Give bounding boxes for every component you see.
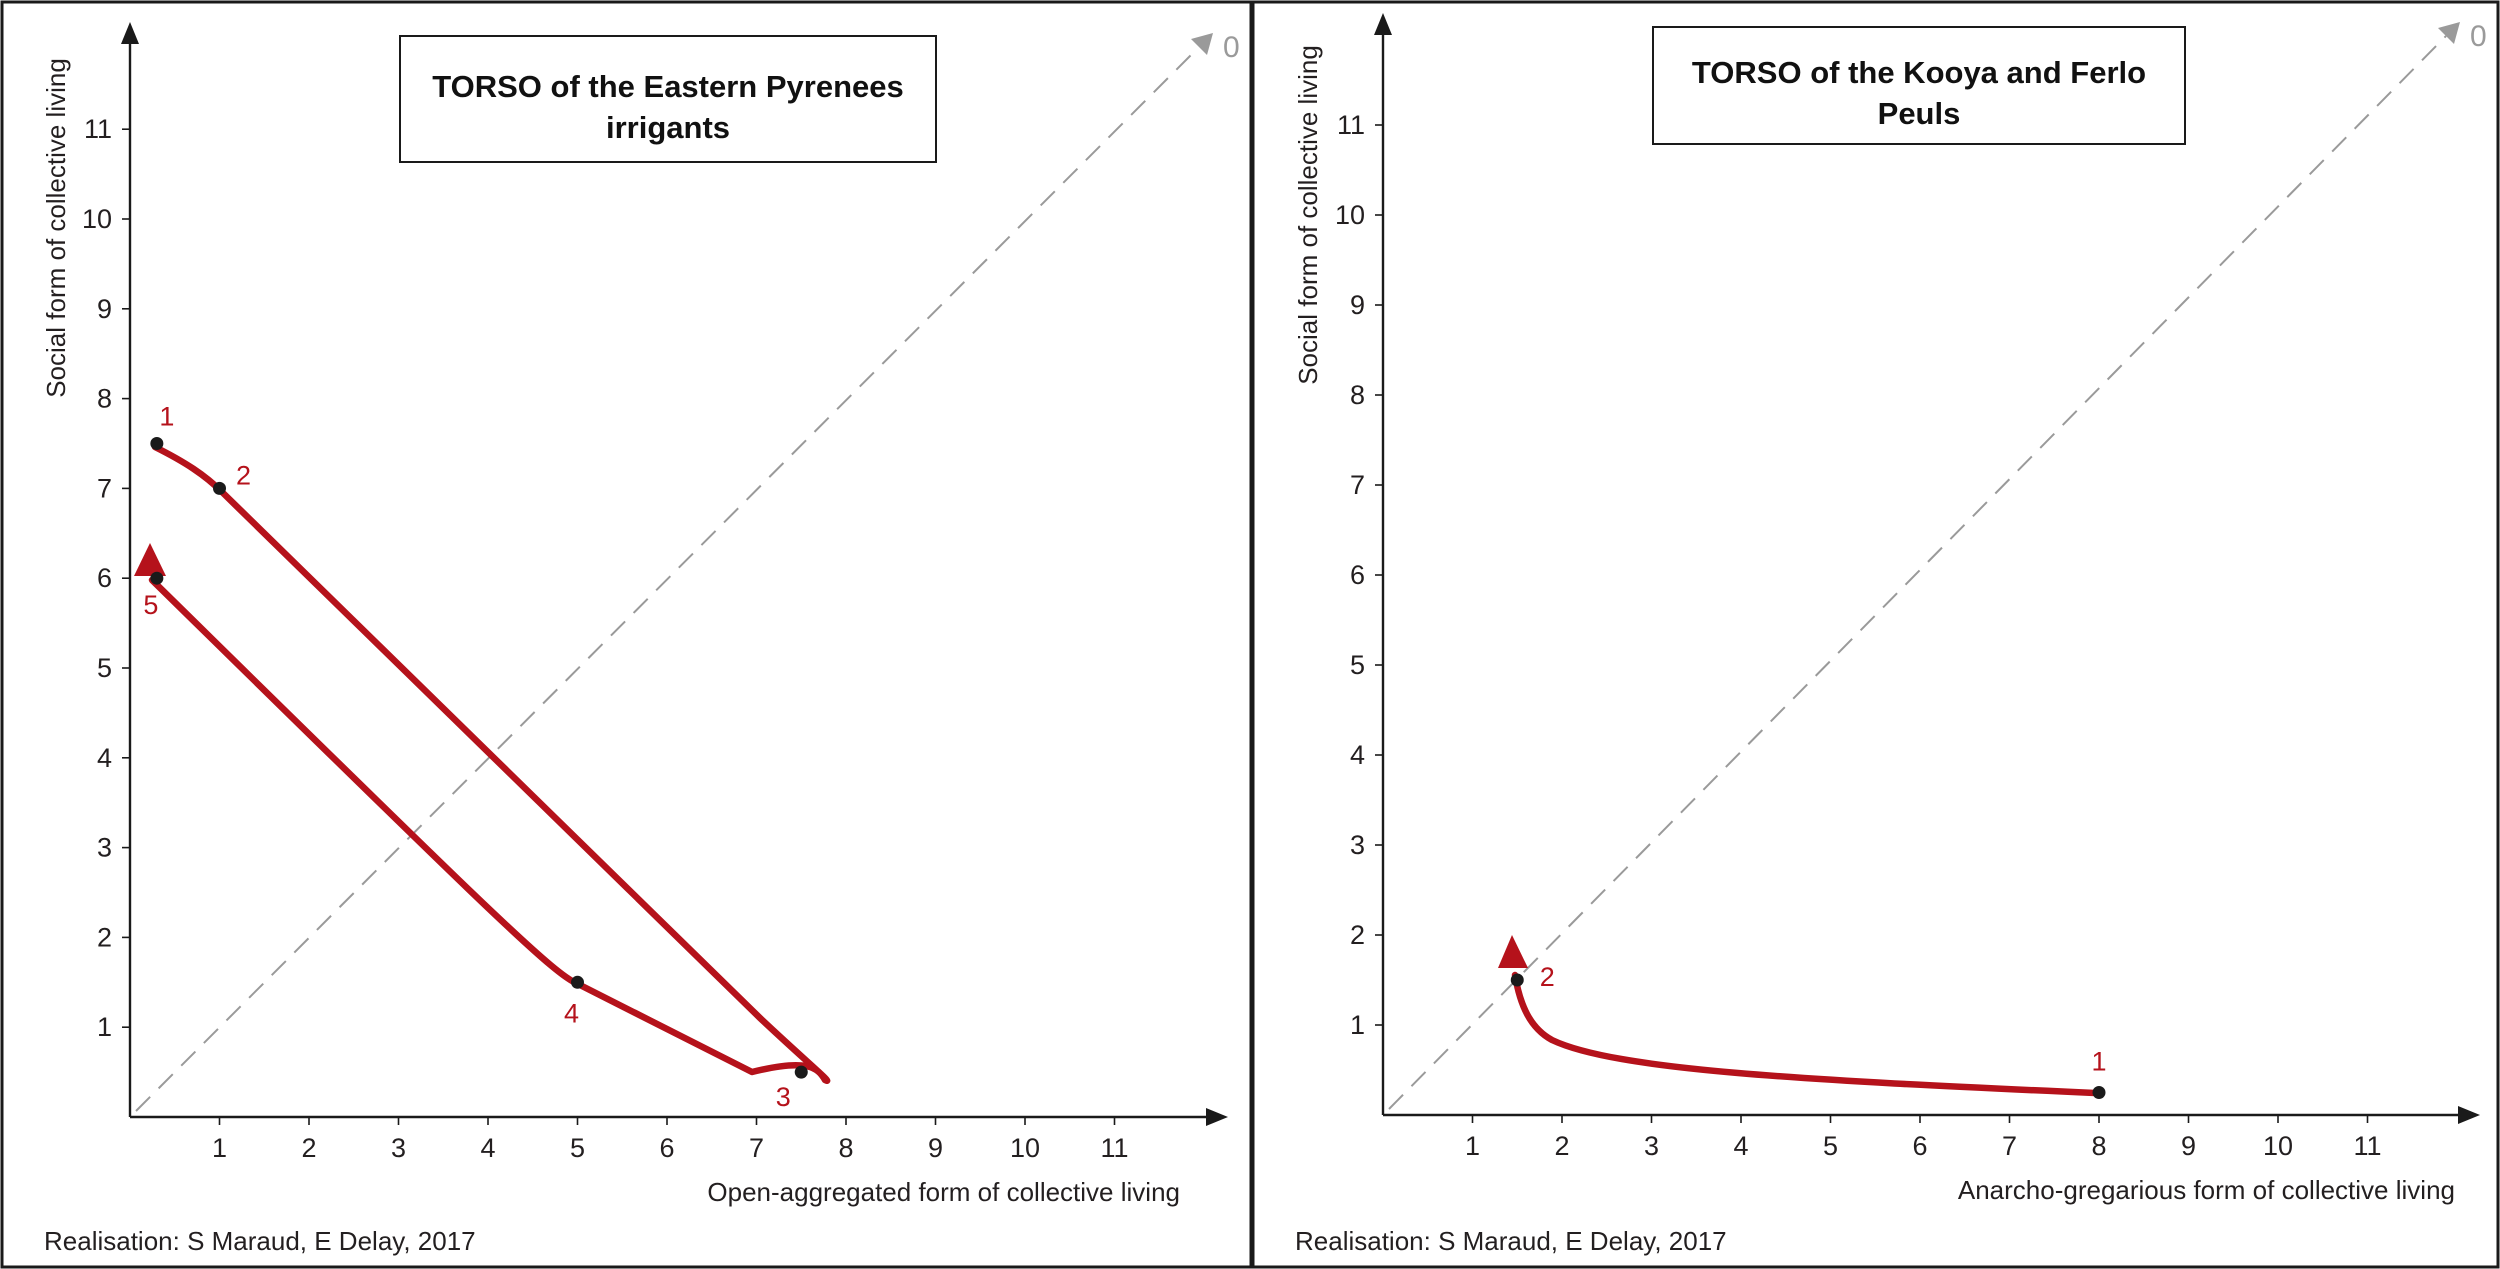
credit-text: Realisation: S Maraud, E Delay, 2017 (1295, 1226, 1727, 1256)
y-tick-label: 5 (97, 653, 112, 683)
y-tick-label: 7 (97, 473, 112, 503)
chart-title-box (1652, 26, 2186, 145)
y-axis-arrowhead (121, 22, 139, 44)
point-label-4: 4 (564, 998, 579, 1028)
point-label-1: 1 (2091, 1047, 2106, 1077)
x-tick-label: 8 (838, 1133, 853, 1163)
y-tick-label: 7 (1350, 470, 1365, 500)
point-label-1: 1 (159, 402, 174, 432)
diagonal-reference: 0 (1388, 20, 2487, 1110)
x-tick-label: 7 (749, 1133, 764, 1163)
point-label-2: 2 (1540, 962, 1555, 992)
y-axis-title: Social form of collective living (1293, 45, 1323, 385)
y-tick-label: 8 (97, 384, 112, 414)
panel-frame (0, 0, 1253, 1269)
x-tick-label: 11 (2353, 1131, 2381, 1161)
x-tick-label: 4 (1733, 1131, 1748, 1161)
x-tick-label: 6 (1912, 1131, 1927, 1161)
point-marker-3 (794, 1065, 808, 1079)
trajectory-points: 12 (1510, 962, 2107, 1099)
chart-title-line-1: TORSO of the Kooya and Ferlo (1692, 55, 2146, 90)
chart-title-line-1: TORSO of the Eastern Pyrenees (432, 69, 903, 104)
y-tick-label: 1 (1350, 1010, 1365, 1040)
point-label-5: 5 (143, 590, 158, 620)
x-tick-label: 1 (1465, 1131, 1480, 1161)
y-tick-label: 9 (1350, 290, 1365, 320)
point-marker-2 (213, 481, 226, 495)
diagonal-label: 0 (1223, 31, 1240, 64)
y-tick-label: 8 (1350, 380, 1365, 410)
y-tick-label: 2 (1350, 920, 1365, 950)
x-tick-label: 4 (480, 1133, 495, 1163)
y-tick-label: 11 (1337, 110, 1365, 140)
y-tick-label: 10 (1335, 200, 1365, 230)
chart-title-box (399, 35, 937, 163)
y-tick-label: 10 (82, 204, 112, 234)
y-tick-label: 1 (97, 1012, 112, 1042)
x-tick-label: 10 (1010, 1133, 1040, 1163)
diagonal-arrowhead (2438, 22, 2460, 44)
point-marker-5 (150, 571, 164, 585)
diagonal-line (1388, 35, 2447, 1110)
y-tick-label: 6 (1350, 560, 1365, 590)
point-marker-1 (2092, 1086, 2106, 1099)
x-tick-label: 6 (659, 1133, 674, 1163)
x-axis-title: Open-aggregated form of collective livin… (707, 1177, 1180, 1207)
y-axis-arrowhead (1374, 13, 1392, 35)
y-tick-label: 5 (1350, 650, 1365, 680)
chart-title-line-2: irrigants (606, 110, 730, 145)
chart-title-line-2: Peuls (1878, 96, 1961, 131)
x-tick-label: 2 (301, 1133, 316, 1163)
diagonal-line (135, 46, 1200, 1112)
trajectory-arrowhead (134, 543, 166, 576)
y-tick-label: 11 (84, 114, 112, 144)
trajectory-arrowhead (1498, 935, 1528, 968)
x-tick-label: 7 (2002, 1131, 2017, 1161)
x-tick-label: 3 (391, 1133, 406, 1163)
y-tick-label: 3 (1350, 830, 1365, 860)
point-marker-1 (150, 437, 164, 450)
y-tick-label: 3 (97, 833, 112, 863)
x-tick-label: 5 (1823, 1131, 1838, 1161)
point-label-3: 3 (776, 1082, 791, 1112)
x-tick-label: 10 (2263, 1131, 2293, 1161)
x-axis-title: Anarcho-gregarious form of collective li… (1958, 1175, 2455, 1205)
x-tick-label: 9 (928, 1133, 943, 1163)
point-label-2: 2 (236, 460, 251, 490)
trajectory-curve (1511, 971, 2099, 1097)
x-tick-label: 3 (1644, 1131, 1659, 1161)
credit-text: Realisation: S Maraud, E Delay, 2017 (44, 1226, 476, 1256)
x-tick-label: 11 (1100, 1133, 1128, 1163)
y-tick-label: 2 (97, 922, 112, 952)
diagonal-arrowhead (1191, 33, 1213, 55)
y-tick-label: 9 (97, 294, 112, 324)
y-tick-label: 4 (97, 743, 112, 773)
diagonal-reference: 0 (135, 31, 1240, 1112)
panel-frame (1251, 0, 2500, 1269)
trajectory-points: 1 2 3 4 5 (143, 402, 808, 1112)
x-axis-arrowhead (2458, 1106, 2480, 1124)
x-tick-label: 1 (212, 1133, 227, 1163)
y-axis-title: Social form of collective living (41, 58, 71, 398)
y-tick-label: 4 (1350, 740, 1365, 770)
x-tick-label: 2 (1554, 1131, 1569, 1161)
axes (1374, 13, 2480, 1124)
point-marker-2 (1510, 973, 1524, 987)
point-marker-4 (571, 975, 584, 989)
diagonal-label: 0 (2470, 20, 2487, 53)
x-tick-label: 5 (570, 1133, 585, 1163)
x-tick-label: 8 (2091, 1131, 2106, 1161)
x-tick-label: 9 (2181, 1131, 2196, 1161)
x-axis-arrowhead (1206, 1108, 1228, 1126)
y-tick-label: 6 (97, 563, 112, 593)
